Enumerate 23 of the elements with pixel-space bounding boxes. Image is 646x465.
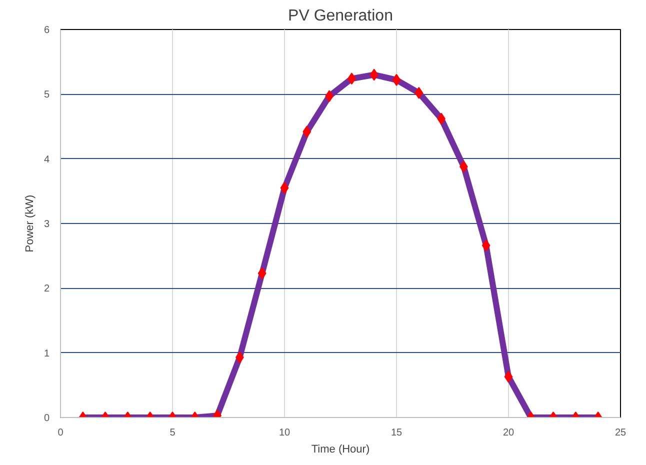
x-tick-label: 0 <box>58 428 64 438</box>
y-axis-title: Power (kW) <box>24 194 36 252</box>
x-tick-label: 20 <box>502 428 514 438</box>
x-tick-label: 25 <box>614 428 626 438</box>
x-axis-title: Time (Hour) <box>311 444 370 456</box>
point <box>280 182 289 194</box>
point <box>414 86 424 99</box>
point <box>302 126 312 138</box>
y-tick-label: 4 <box>44 154 50 166</box>
x-tick-label: 5 <box>170 428 176 438</box>
x-tick-label: 10 <box>278 428 290 438</box>
point <box>482 239 490 252</box>
x-tick-label: 15 <box>390 428 402 438</box>
y-tick-label: 2 <box>44 284 50 295</box>
y-tick-label: 3 <box>44 219 50 230</box>
point <box>370 68 378 81</box>
chart-title: PV Generation <box>288 8 393 24</box>
point <box>392 74 401 86</box>
y-tick-label: 6 <box>44 25 50 36</box>
y-tick-label: 1 <box>44 348 50 360</box>
y-tick-label: 5 <box>44 90 50 101</box>
y-tick-label: 0 <box>44 413 50 424</box>
point <box>258 267 266 280</box>
